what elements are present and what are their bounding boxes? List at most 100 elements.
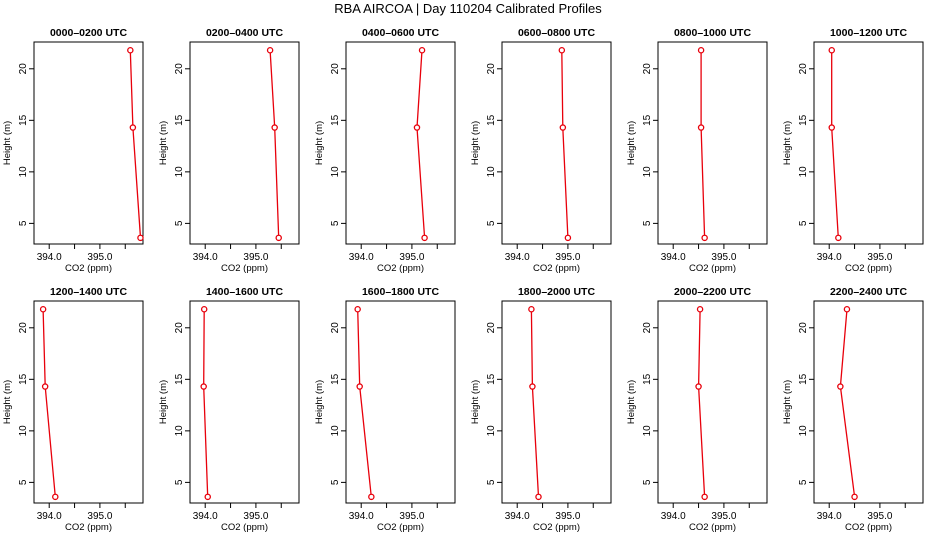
data-point <box>828 46 835 54</box>
panel-2: 0200–0400 UTC 394.0 395.0 5 10 15 20 CO2 (ppm) H… <box>158 27 300 274</box>
panel-title: 1600–1800 UTC <box>362 286 439 298</box>
x-axis-label: CO2 (ppm) <box>845 263 892 274</box>
panel-title: 0600–0800 UTC <box>518 27 595 39</box>
profile-line <box>416 50 426 238</box>
y-tick-label: 10 <box>174 425 185 437</box>
y-axis-label: Height (m) <box>314 380 325 424</box>
profile-line <box>357 309 372 497</box>
data-point <box>697 46 705 54</box>
y-tick-label: 15 <box>330 373 341 385</box>
figure-title: RBA AIRCOA | Day 110204 Calibrated Profi… <box>334 1 602 16</box>
panel-10: 1800–2000 UTC 394.0 395.0 5 10 15 20 CO2 (ppm) H… <box>470 286 612 533</box>
y-axis-label: Height (m) <box>782 121 793 165</box>
y-tick-label: 20 <box>18 322 29 334</box>
plot-frame <box>657 41 768 245</box>
y-tick-label: 5 <box>642 479 653 485</box>
x-axis-label: CO2 (ppm) <box>845 522 892 533</box>
y-tick-label: 5 <box>18 479 29 485</box>
y-tick-label: 5 <box>486 220 497 226</box>
profile-line <box>203 309 209 497</box>
data-point <box>204 493 211 501</box>
x-tick-label: 394.0 <box>37 511 62 522</box>
panel-11: 2000–2200 UTC 394.0 395.0 5 10 15 20 CO2 (ppm) H… <box>626 286 768 533</box>
plot-frame <box>345 300 456 504</box>
data-point <box>558 46 566 54</box>
x-axis-label: CO2 (ppm) <box>377 522 424 533</box>
panel-6: 1000–1200 UTC 394.0 395.0 5 10 15 20 CO2 (ppm) H… <box>782 27 924 274</box>
y-tick-label: 10 <box>330 166 341 178</box>
y-tick-label: 20 <box>330 63 341 75</box>
y-tick-label: 20 <box>18 63 29 75</box>
x-tick-label: 395.0 <box>399 252 424 263</box>
y-tick-label: 15 <box>486 373 497 385</box>
x-tick-label: 395.0 <box>711 252 736 263</box>
plot-frame <box>813 41 924 245</box>
panel-5: 0800–1000 UTC 394.0 395.0 5 10 15 20 CO2 (ppm) H… <box>626 27 768 274</box>
y-axis-label: Height (m) <box>2 380 13 424</box>
y-tick-label: 20 <box>174 63 185 75</box>
y-tick-label: 10 <box>18 425 29 437</box>
y-tick-label: 10 <box>486 425 497 437</box>
x-tick-label: 394.0 <box>505 252 530 263</box>
data-point <box>851 493 858 501</box>
data-point <box>271 124 278 131</box>
x-axis-label: CO2 (ppm) <box>65 522 112 533</box>
y-tick-label: 10 <box>486 166 497 178</box>
data-point <box>535 493 542 501</box>
y-tick-label: 5 <box>642 220 653 226</box>
data-point <box>266 46 274 54</box>
y-tick-label: 5 <box>174 479 185 485</box>
y-axis-label: Height (m) <box>626 121 637 165</box>
x-tick-label: 394.0 <box>349 511 374 522</box>
y-tick-label: 20 <box>642 322 653 334</box>
data-point <box>835 234 842 242</box>
y-tick-label: 10 <box>174 166 185 178</box>
plot-frame <box>345 41 456 245</box>
y-tick-label: 5 <box>18 220 29 226</box>
y-axis-label: Height (m) <box>2 121 13 165</box>
y-axis-label: Height (m) <box>470 121 481 165</box>
plot-frame <box>33 300 144 504</box>
x-axis-label: CO2 (ppm) <box>533 263 580 274</box>
y-axis-label: Height (m) <box>158 380 169 424</box>
x-axis-label: CO2 (ppm) <box>377 263 424 274</box>
x-tick-label: 394.0 <box>817 252 842 263</box>
data-point <box>275 234 282 242</box>
data-point <box>200 305 208 313</box>
plot-frame <box>33 41 144 245</box>
x-tick-label: 395.0 <box>87 252 112 263</box>
x-axis-label: CO2 (ppm) <box>689 263 736 274</box>
data-point <box>421 234 428 242</box>
y-tick-label: 15 <box>18 114 29 126</box>
profile-line <box>269 50 280 238</box>
x-tick-label: 394.0 <box>661 511 686 522</box>
y-tick-label: 20 <box>486 63 497 75</box>
panel-title: 1400–1600 UTC <box>206 286 283 298</box>
data-point <box>39 305 47 313</box>
panel-title: 0000–0200 UTC <box>50 27 127 39</box>
profile-line <box>42 309 56 497</box>
data-point <box>137 234 144 242</box>
y-tick-label: 15 <box>642 114 653 126</box>
plot-frame <box>189 41 300 245</box>
y-tick-label: 10 <box>18 166 29 178</box>
panel-12: 2200–2400 UTC 394.0 395.0 5 10 15 20 CO2 (ppm) H… <box>782 286 924 533</box>
y-tick-label: 15 <box>330 114 341 126</box>
data-point <box>354 305 361 313</box>
data-point <box>129 124 137 131</box>
plot-frame <box>189 300 300 504</box>
panel-title: 0200–0400 UTC <box>206 27 283 39</box>
y-tick-label: 20 <box>330 322 341 334</box>
x-tick-label: 394.0 <box>193 252 218 263</box>
x-tick-label: 394.0 <box>37 252 62 263</box>
x-axis-label: CO2 (ppm) <box>221 522 268 533</box>
data-point <box>828 124 835 131</box>
y-tick-label: 5 <box>330 479 341 485</box>
data-point <box>843 305 851 313</box>
panel-title: 0800–1000 UTC <box>674 27 751 39</box>
data-point <box>564 234 572 242</box>
y-tick-label: 15 <box>486 114 497 126</box>
data-point <box>41 383 49 390</box>
y-tick-label: 15 <box>174 114 185 126</box>
